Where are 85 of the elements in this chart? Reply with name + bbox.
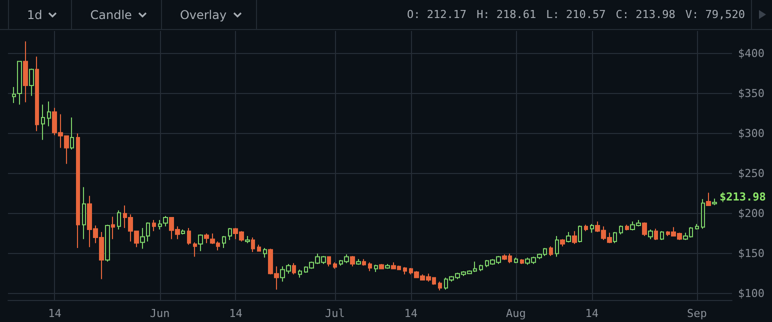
candlestick [648, 229, 653, 240]
candlestick [198, 234, 203, 252]
candlestick [514, 257, 518, 264]
candlestick [385, 263, 390, 270]
x-tick-label: 14 [585, 307, 599, 320]
candlestick [193, 242, 197, 258]
candlestick [572, 230, 577, 244]
candlestick [479, 264, 483, 272]
candlestick [82, 186, 86, 240]
text: 1d [27, 8, 42, 22]
candlestick [695, 223, 699, 230]
candlestick [70, 116, 74, 150]
candlestick [140, 227, 145, 250]
candlestick [706, 192, 711, 206]
candlestick [619, 225, 623, 235]
candlestick [23, 40, 28, 103]
candlestick [555, 235, 559, 258]
candlestick [654, 228, 658, 240]
candlestick [368, 262, 372, 272]
candlestick [292, 262, 296, 275]
y-tick-label: $100 [738, 287, 764, 300]
candlestick [41, 104, 45, 140]
candlestick [35, 56, 39, 132]
candlestick [298, 269, 302, 278]
candlestick [105, 224, 110, 262]
candlestick [379, 263, 384, 270]
annotation: $213.98 [719, 190, 766, 204]
candlestick [257, 244, 261, 252]
x-tick-label: Sep [687, 307, 707, 320]
text: C: 213.98 [616, 8, 676, 21]
candlestick [245, 235, 250, 244]
candlestick [47, 100, 51, 127]
candlestick [613, 231, 617, 244]
candlestick [625, 224, 629, 231]
candlestick [263, 247, 267, 258]
candlestick [362, 258, 366, 266]
candlestick [590, 223, 594, 234]
candlestick [187, 227, 191, 246]
x-tick-label: Aug [506, 307, 526, 320]
candlestick [333, 262, 337, 270]
candlestick [560, 238, 565, 247]
text: Candle [90, 8, 132, 22]
candlestick [222, 235, 226, 248]
candlestick [520, 258, 524, 264]
x-tick-label: Jul [325, 307, 345, 320]
y-tick-label: $250 [738, 167, 764, 180]
candlestick [228, 227, 232, 240]
candlestick [327, 256, 331, 267]
candlestick [374, 264, 378, 272]
candlestick [584, 224, 588, 232]
candlestick [438, 281, 442, 291]
y-tick-label: $400 [738, 46, 764, 60]
text: Overlay [180, 8, 227, 22]
candlestick [642, 222, 647, 236]
candlestick [712, 198, 717, 206]
candlestick [578, 225, 582, 243]
x-tick-label: 14 [48, 307, 62, 320]
candlestick [549, 246, 553, 256]
x-tick-label: 14 [404, 307, 418, 320]
y-tick-label: $350 [738, 86, 764, 100]
y-tick-label: $150 [738, 247, 764, 260]
candlestick [29, 68, 34, 96]
candlestick [350, 255, 355, 267]
candlestick [158, 219, 162, 230]
x-tick-label: Jun [150, 307, 170, 320]
candlestick [117, 210, 121, 230]
candlestick [660, 230, 664, 240]
candlestick [251, 237, 255, 252]
text: V: 79,520 [685, 8, 745, 21]
text: H: 218.61 [476, 8, 536, 21]
candlestick [181, 229, 185, 235]
candlestick [701, 198, 705, 230]
text: O: 212.17 [406, 8, 467, 21]
candlestick [76, 132, 80, 248]
candlestick [152, 219, 156, 232]
x-tick-label: 14 [229, 307, 243, 320]
text: L: 210.57 [546, 8, 606, 21]
y-tick-label: $300 [738, 126, 764, 140]
candlestick [356, 258, 361, 266]
candlestick [111, 216, 115, 240]
candlestick [163, 215, 168, 227]
y-tick-label: $200 [738, 207, 764, 220]
candlestick [146, 222, 150, 242]
candlestick [566, 231, 571, 243]
candlestick [403, 266, 407, 275]
